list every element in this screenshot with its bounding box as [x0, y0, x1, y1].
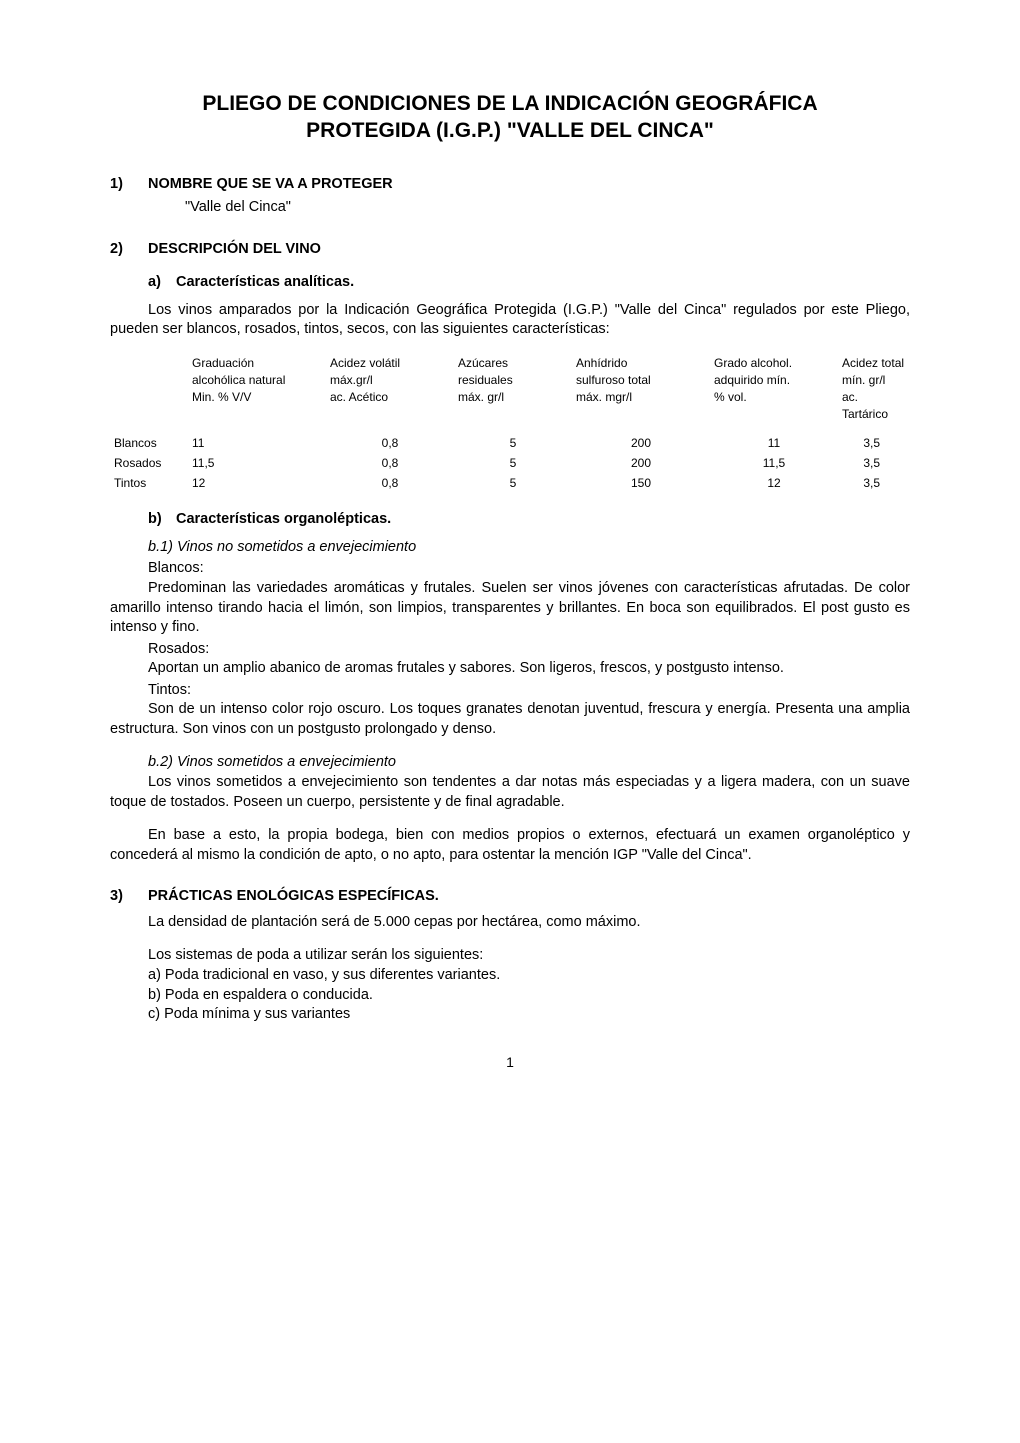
cell-grad: 11,5	[188, 452, 326, 472]
col-acidezvol-l1: Acidez volátil	[326, 354, 454, 371]
title-line-2: PROTEGIDA (I.G.P.) "VALLE DEL CINCA"	[306, 119, 714, 142]
col-blank-l2	[110, 371, 188, 388]
col-anhidrido-l3: máx. mgr/l	[572, 388, 710, 421]
cell-acideztot: 3,5	[838, 432, 910, 452]
section-3-p2: Los sistemas de poda a utilizar serán lo…	[110, 946, 910, 966]
table-header-row-3: Min. % V/V ac. Acético máx. gr/l máx. mg…	[110, 388, 910, 421]
col-gradoalc-l2: adquirido mín.	[710, 371, 838, 388]
section-1-title: NOMBRE QUE SE VA A PROTEGER	[148, 175, 393, 195]
section-2-heading: 2) DESCRIPCIÓN DEL VINO	[110, 240, 910, 260]
cell-acidezvol: 0,8	[326, 472, 454, 492]
section-1-heading: 1) NOMBRE QUE SE VA A PROTEGER	[110, 175, 910, 195]
b2-p1: Los vinos sometidos a envejecimiento son…	[110, 773, 910, 812]
section-2a-letter: a)	[148, 273, 176, 293]
page-number: 1	[110, 1053, 910, 1072]
col-azucares-l2: residuales	[454, 371, 572, 388]
col-acideztot-l2: mín. gr/l	[838, 371, 910, 388]
document-title: PLIEGO DE CONDICIONES DE LA INDICACIÓN G…	[110, 90, 910, 145]
cell-azucares: 5	[454, 472, 572, 492]
rosados-text: Aportan un amplio abanico de aromas frut…	[110, 659, 910, 679]
section-3-p1: La densidad de plantación será de 5.000 …	[110, 913, 910, 933]
table-header-row-1: Graduación Acidez volátil Azúcares Anhíd…	[110, 354, 910, 371]
cell-gradoalc: 11	[710, 432, 838, 452]
col-blank-l3	[110, 388, 188, 421]
section-2-num: 2)	[110, 240, 148, 260]
table-row	[110, 422, 910, 432]
cell-acidezvol: 0,8	[326, 432, 454, 452]
col-azucares-l1: Azúcares	[454, 354, 572, 371]
row-label: Tintos	[110, 472, 188, 492]
cell-gradoalc: 11,5	[710, 452, 838, 472]
table-row-tintos: Tintos 12 0,8 5 150 12 3,5	[110, 472, 910, 492]
section-2b-title: Características organolépticas.	[176, 510, 391, 530]
section-3-heading: 3) PRÁCTICAS ENOLÓGICAS ESPECÍFICAS.	[110, 887, 910, 907]
cell-acideztot: 3,5	[838, 452, 910, 472]
cell-anhidrido: 200	[572, 432, 710, 452]
cell-acideztot: 3,5	[838, 472, 910, 492]
col-gradoalc-l1: Grado alcohol.	[710, 354, 838, 371]
section-3-num: 3)	[110, 887, 148, 907]
table-header-row-2: alcohólica natural máx.gr/l residuales s…	[110, 371, 910, 388]
section-2a-intro: Los vinos amparados por la Indicación Ge…	[110, 301, 910, 340]
col-acidezvol-l2: máx.gr/l	[326, 371, 454, 388]
col-grad-l3: Min. % V/V	[188, 388, 326, 421]
title-line-1: PLIEGO DE CONDICIONES DE LA INDICACIÓN G…	[202, 92, 817, 115]
section-3-item-b: b) Poda en espaldera o conducida.	[148, 986, 910, 1006]
cell-anhidrido: 150	[572, 472, 710, 492]
col-acidezvol-l3: ac. Acético	[326, 388, 454, 421]
row-label: Blancos	[110, 432, 188, 452]
col-gradoalc-l3: % vol.	[710, 388, 838, 421]
col-grad-l1: Graduación	[188, 354, 326, 371]
col-acideztot-l1: Acidez total	[838, 354, 910, 371]
table-row-blancos: Blancos 11 0,8 5 200 11 3,5	[110, 432, 910, 452]
col-blank-l1	[110, 354, 188, 371]
cell-acidezvol: 0,8	[326, 452, 454, 472]
col-acideztot-l3: ac. Tartárico	[838, 388, 910, 421]
section-3-item-a: a) Poda tradicional en vaso, y sus difer…	[148, 966, 910, 986]
rosados-label: Rosados:	[110, 640, 910, 660]
col-azucares-l3: máx. gr/l	[454, 388, 572, 421]
col-grad-l2: alcohólica natural	[188, 371, 326, 388]
cell-azucares: 5	[454, 452, 572, 472]
section-3-title: PRÁCTICAS ENOLÓGICAS ESPECÍFICAS.	[148, 887, 439, 907]
col-anhidrido-l2: sulfuroso total	[572, 371, 710, 388]
blancos-label: Blancos:	[110, 559, 910, 579]
section-2a-heading: a) Características analíticas.	[148, 273, 910, 293]
table-row-rosados: Rosados 11,5 0,8 5 200 11,5 3,5	[110, 452, 910, 472]
section-1-num: 1)	[110, 175, 148, 195]
cell-grad: 12	[188, 472, 326, 492]
cell-gradoalc: 12	[710, 472, 838, 492]
cell-anhidrido: 200	[572, 452, 710, 472]
col-anhidrido-l1: Anhídrido	[572, 354, 710, 371]
section-2-title: DESCRIPCIÓN DEL VINO	[148, 240, 321, 260]
tintos-label: Tintos:	[110, 681, 910, 701]
section-3-item-c: c) Poda mínima y sus variantes	[148, 1005, 910, 1025]
section-2b-heading: b) Características organolépticas.	[148, 510, 910, 530]
b2-p2: En base a esto, la propia bodega, bien c…	[110, 826, 910, 865]
b1-title: b.1) Vinos no sometidos a envejecimiento	[110, 538, 910, 558]
section-1-text: "Valle del Cinca"	[185, 198, 910, 218]
blancos-text: Predominan las variedades aromáticas y f…	[110, 579, 910, 638]
cell-grad: 11	[188, 432, 326, 452]
section-2a-title: Características analíticas.	[176, 273, 354, 293]
characteristics-table: Graduación Acidez volátil Azúcares Anhíd…	[110, 354, 910, 492]
section-2b-letter: b)	[148, 510, 176, 530]
row-label: Rosados	[110, 452, 188, 472]
tintos-text: Son de un intenso color rojo oscuro. Los…	[110, 700, 910, 739]
cell-azucares: 5	[454, 432, 572, 452]
b2-title: b.2) Vinos sometidos a envejecimiento	[110, 753, 910, 773]
